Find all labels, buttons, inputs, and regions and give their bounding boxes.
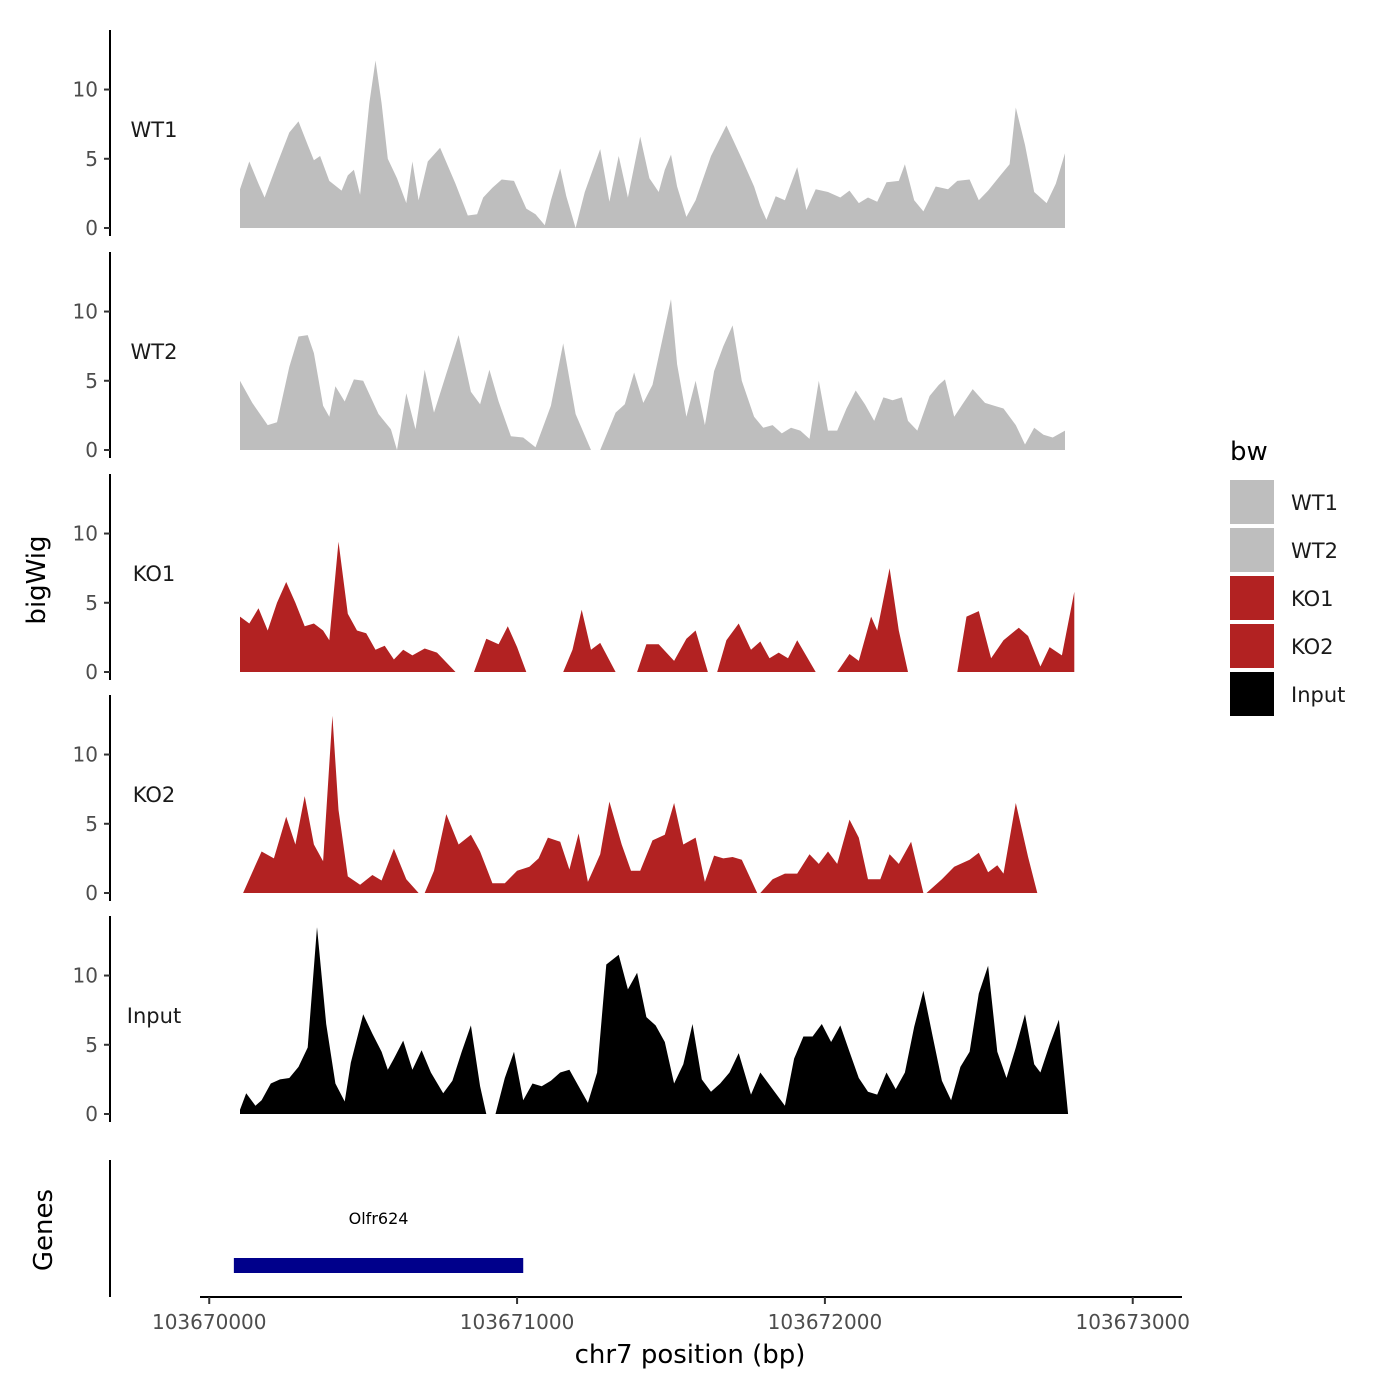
coverage-area-ko1	[837, 568, 908, 672]
y-tick-label: 10	[73, 964, 98, 988]
tracks-group: 0 5 10 WT1 0 5 10 WT2 0 5 10 KO1 0 5 10 KO2 0 5 10 Input	[73, 30, 1075, 1126]
coverage-area-wt1	[240, 60, 1065, 228]
y-tick-label: 10	[73, 78, 98, 102]
y-tick-label: 5	[85, 147, 98, 171]
y-tick-label: 5	[85, 812, 98, 836]
y-axis-title: bigWig	[22, 535, 52, 624]
legend-swatch-wt1	[1230, 480, 1274, 524]
coverage-area-wt2	[240, 299, 1065, 450]
legend-label-ko2: KO2	[1291, 635, 1334, 659]
coverage-area-ko1	[563, 609, 616, 672]
y-tick-label: 0	[85, 881, 98, 905]
y-tick-label: 5	[85, 591, 98, 615]
coverage-area-ko2	[926, 803, 1038, 893]
genes-axis-title: Genes	[29, 1189, 59, 1271]
track-label: WT2	[131, 340, 178, 364]
x-tick-label: 103673000	[1075, 1310, 1190, 1334]
legend-label-wt2: WT2	[1291, 539, 1338, 563]
y-tick-label: 10	[73, 300, 98, 324]
track-ko2: 0 5 10 KO2	[73, 695, 1038, 905]
coverage-area-ko1	[717, 623, 816, 672]
legend-swatch-ko1	[1230, 576, 1274, 620]
track-label: WT1	[131, 118, 178, 142]
coverage-area-ko1	[474, 626, 527, 672]
legend-label-input: Input	[1291, 683, 1345, 707]
x-tick-label: 103670000	[152, 1310, 267, 1334]
legend-label-wt1: WT1	[1291, 491, 1338, 515]
x-axis-title: chr7 position (bp)	[575, 1340, 806, 1370]
y-tick-label: 5	[85, 1033, 98, 1057]
coverage-area-ko2	[760, 819, 924, 893]
coverage-area-input	[240, 927, 487, 1114]
genes-panel: Olfr624	[109, 1160, 524, 1297]
legend-title: bw	[1230, 437, 1268, 467]
track-label: KO1	[133, 562, 176, 586]
x-axis: 103670000 103671000 103672000 103673000	[152, 1296, 1190, 1334]
track-input: 0 5 10 Input	[73, 916, 1069, 1126]
coverage-area-ko1	[957, 591, 1075, 672]
y-tick-label: 0	[85, 660, 98, 684]
y-tick-label: 5	[85, 369, 98, 393]
legend-swatch-input	[1230, 672, 1274, 716]
coverage-area-ko2	[424, 801, 758, 893]
x-tick-label: 103671000	[460, 1310, 575, 1334]
track-label: Input	[127, 1004, 181, 1028]
x-tick-label: 103672000	[768, 1310, 883, 1334]
y-tick-label: 10	[73, 743, 98, 767]
coverage-area-input	[495, 954, 1069, 1114]
coverage-area-ko2	[243, 715, 419, 893]
legend-swatch-wt2	[1230, 528, 1274, 572]
y-tick-label: 0	[85, 216, 98, 240]
gene-label: Olfr624	[349, 1209, 409, 1228]
coverage-area-ko1	[240, 541, 456, 672]
legend-label-ko1: KO1	[1291, 587, 1334, 611]
y-tick-label: 10	[73, 522, 98, 546]
track-wt2: 0 5 10 WT2	[73, 252, 1065, 462]
coverage-area-ko1	[637, 630, 708, 672]
track-ko1: 0 5 10 KO1	[73, 474, 1075, 684]
y-tick-label: 0	[85, 1102, 98, 1126]
y-tick-label: 0	[85, 438, 98, 462]
legend: bw WT1 WT2 KO1 KO2 Input	[1230, 437, 1345, 716]
track-wt1: 0 5 10 WT1	[73, 30, 1065, 240]
legend-swatch-ko2	[1230, 624, 1274, 668]
track-label: KO2	[133, 783, 176, 807]
gene-bar	[233, 1258, 524, 1273]
